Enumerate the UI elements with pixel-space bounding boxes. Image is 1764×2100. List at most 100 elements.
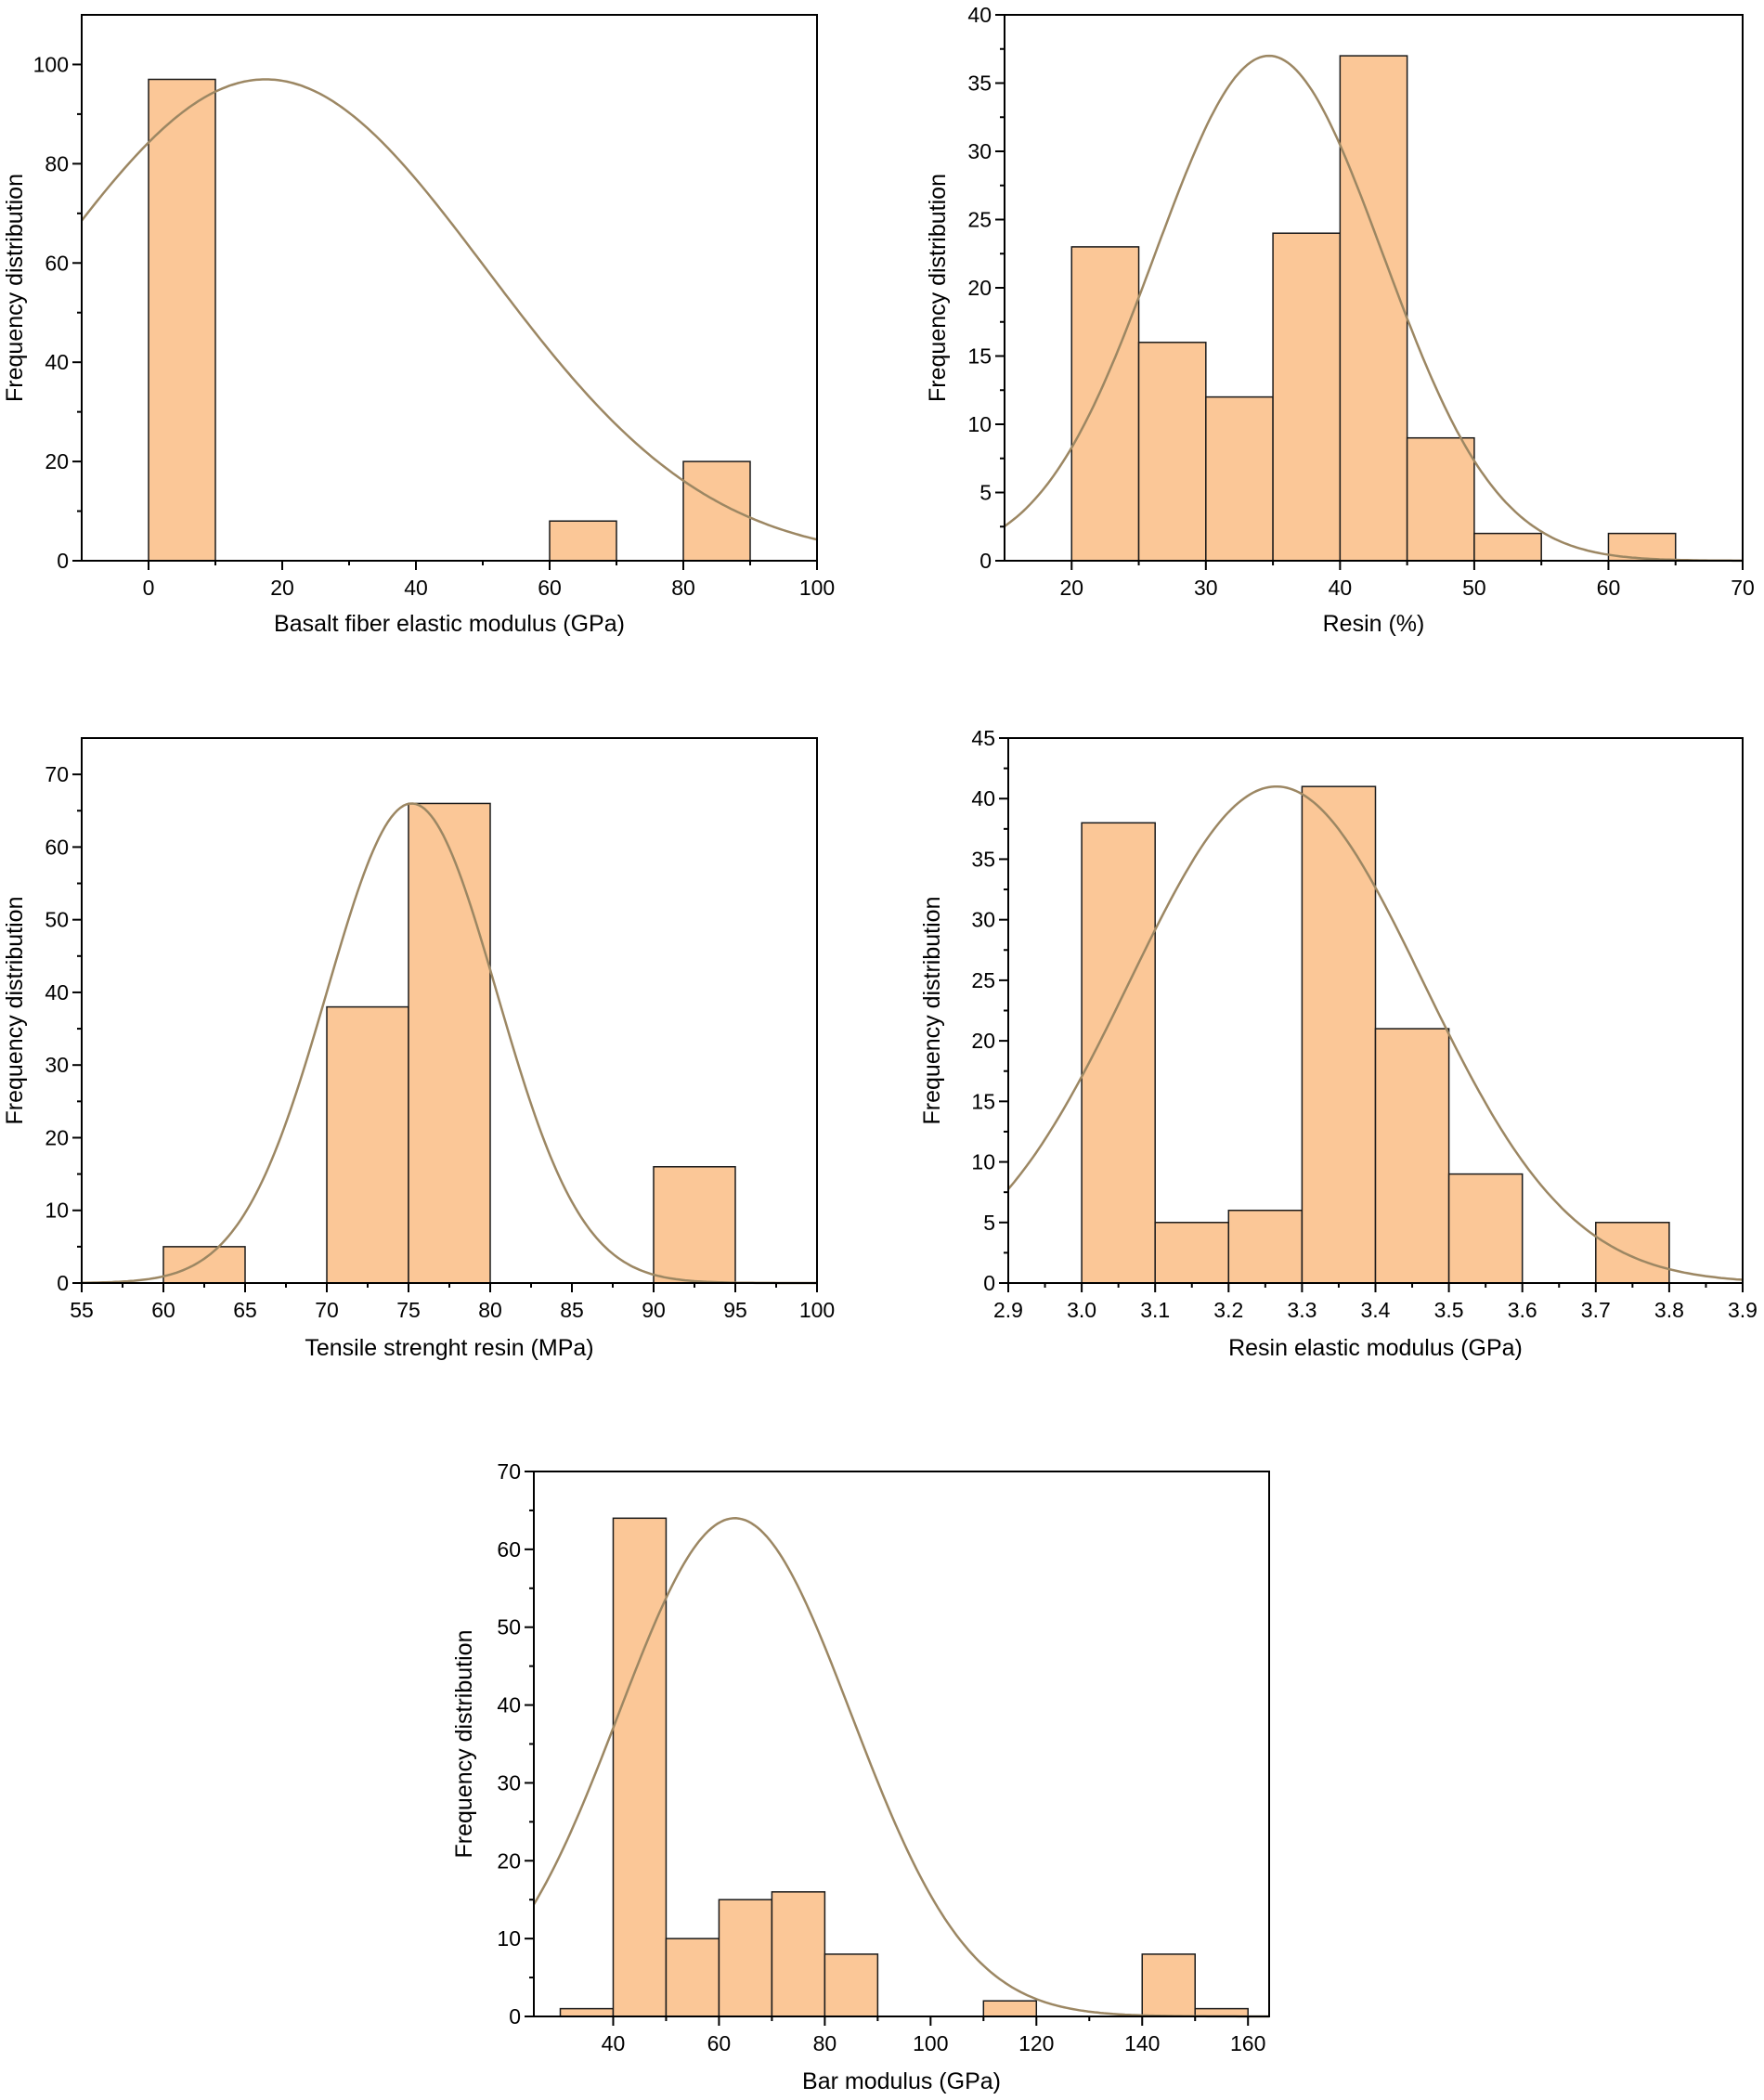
y-tick-label: 40 <box>45 980 69 1005</box>
x-tick-label: 60 <box>707 2031 732 2055</box>
y-tick-label: 10 <box>967 412 992 436</box>
histogram-bar <box>549 520 617 562</box>
x-tick-label: 85 <box>560 1298 584 1322</box>
y-tick-label: 10 <box>45 1199 69 1223</box>
x-tick-label: 3.3 <box>1287 1298 1317 1322</box>
y-tick-label: 30 <box>497 1770 521 1795</box>
y-tick-label: 30 <box>971 908 995 932</box>
x-tick-label: 100 <box>799 576 835 600</box>
chart-basalt-modulus: 0 20 40 60 80 100 0 20 40 60 80 100 Basalt fiber ela… <box>2 14 835 637</box>
x-tick-label: 65 <box>233 1298 257 1322</box>
x-tick-label: 70 <box>1731 576 1755 600</box>
y-axis-title: Frequency distribution <box>2 174 28 402</box>
x-tick-label: 80 <box>478 1298 502 1322</box>
x-tick-label: 3.1 <box>1140 1298 1170 1322</box>
histogram-bar <box>162 1246 246 1284</box>
x-tick-label: 55 <box>70 1298 94 1322</box>
histogram-bar <box>326 1005 409 1284</box>
histogram-bar <box>1070 246 1140 562</box>
x-tick-label: 95 <box>723 1298 747 1322</box>
y-tick-label: 10 <box>497 1926 521 1951</box>
histogram-bar <box>1406 436 1475 562</box>
x-tick-label: 160 <box>1230 2031 1265 2055</box>
y-tick-label: 35 <box>967 71 992 96</box>
y-tick-label: 35 <box>971 847 995 871</box>
histogram-bar <box>1473 532 1542 562</box>
normal-fit-curve <box>1004 54 1743 563</box>
x-tick-label: 140 <box>1124 2031 1160 2055</box>
chart-tensile-resin: 55 60 65 70 75 80 85 90 95 100 0 10 20 30 40 50 60 70 Tens… <box>2 737 835 1361</box>
x-tick-label: 90 <box>642 1298 666 1322</box>
x-tick-label: 3.5 <box>1434 1298 1464 1322</box>
y-tick-label: 20 <box>45 449 69 473</box>
normal-fit-curve <box>82 802 817 1285</box>
x-tick-label: 40 <box>1329 576 1353 600</box>
histogram-bar <box>982 2000 1038 2017</box>
y-tick-label: 50 <box>45 908 69 932</box>
x-tick-label: 3.6 <box>1508 1298 1537 1322</box>
histogram-bar <box>1272 232 1342 562</box>
histogram-bar <box>612 1517 668 2017</box>
histogram-bar <box>1154 1222 1230 1284</box>
y-axis-title: Frequency distribution <box>2 897 28 1125</box>
x-tick-label: 30 <box>1194 576 1218 600</box>
normal-fit-curve <box>81 78 818 541</box>
chart-resin-content: 20 30 40 50 60 70 0 5 10 15 20 25 30 35 40 Resin (%) Fre… <box>925 3 1755 637</box>
x-tick-label: 75 <box>396 1298 421 1322</box>
x-tick-label: 60 <box>151 1298 175 1322</box>
y-tick-label: 5 <box>979 481 992 505</box>
x-tick-label: 3.0 <box>1067 1298 1096 1322</box>
y-tick-label: 20 <box>971 1029 995 1053</box>
y-tick-label: 80 <box>45 151 69 175</box>
y-tick-label: 60 <box>45 835 69 859</box>
y-tick-label: 0 <box>979 549 992 573</box>
y-tick-label: 0 <box>57 549 69 573</box>
x-tick-label: 3.7 <box>1581 1298 1611 1322</box>
histogram-bar <box>1339 55 1408 562</box>
histogram-bar <box>148 78 216 562</box>
x-tick-label: 50 <box>1462 576 1486 600</box>
x-tick-label: 3.4 <box>1361 1298 1391 1322</box>
y-tick-label: 0 <box>509 2004 521 2029</box>
y-tick-label: 60 <box>45 251 69 275</box>
x-tick-label: 3.8 <box>1654 1298 1684 1322</box>
y-tick-label: 70 <box>45 762 69 786</box>
histogram-bar <box>559 2007 615 2017</box>
y-tick-label: 15 <box>967 344 992 369</box>
x-axis-title: Bar modulus (GPa) <box>802 2068 1001 2094</box>
y-tick-label: 0 <box>57 1271 69 1295</box>
y-tick-label: 5 <box>983 1211 995 1235</box>
histogram-bar <box>1205 395 1274 562</box>
x-tick-label: 120 <box>1018 2031 1054 2055</box>
y-tick-label: 30 <box>45 1053 69 1077</box>
y-tick-label: 60 <box>497 1537 521 1562</box>
y-axis-title: Frequency distribution <box>925 174 951 402</box>
histogram-bar <box>1141 1953 1196 2017</box>
normal-fit-curve <box>1007 784 1744 1281</box>
x-tick-label: 0 <box>143 576 155 600</box>
x-axis-title: Tensile strenght resin (MPa) <box>305 1335 593 1361</box>
histogram-bar <box>653 1166 736 1284</box>
y-axis-title: Frequency distribution <box>919 897 945 1125</box>
y-tick-label: 40 <box>971 786 995 810</box>
y-tick-label: 40 <box>967 3 992 27</box>
histogram-bar <box>1081 822 1156 1284</box>
histogram-bar <box>1595 1222 1670 1284</box>
y-tick-label: 10 <box>971 1150 995 1174</box>
y-tick-label: 25 <box>967 208 992 232</box>
y-tick-label: 20 <box>45 1125 69 1149</box>
y-tick-label: 50 <box>497 1615 521 1640</box>
x-tick-label: 40 <box>602 2031 626 2055</box>
x-axis-title: Basalt fiber elastic modulus (GPa) <box>274 611 625 637</box>
histogram-bar <box>665 1938 720 2017</box>
x-tick-label: 60 <box>538 576 562 600</box>
x-axis-title: Resin (%) <box>1323 611 1425 637</box>
histogram-bar <box>682 460 751 562</box>
y-tick-label: 25 <box>971 968 995 992</box>
x-tick-label: 3.9 <box>1728 1298 1758 1322</box>
y-tick-label: 0 <box>983 1271 995 1295</box>
x-axis-title: Resin elastic modulus (GPa) <box>1228 1335 1523 1361</box>
plot-frame <box>81 14 818 562</box>
histogram-bar <box>408 802 491 1284</box>
